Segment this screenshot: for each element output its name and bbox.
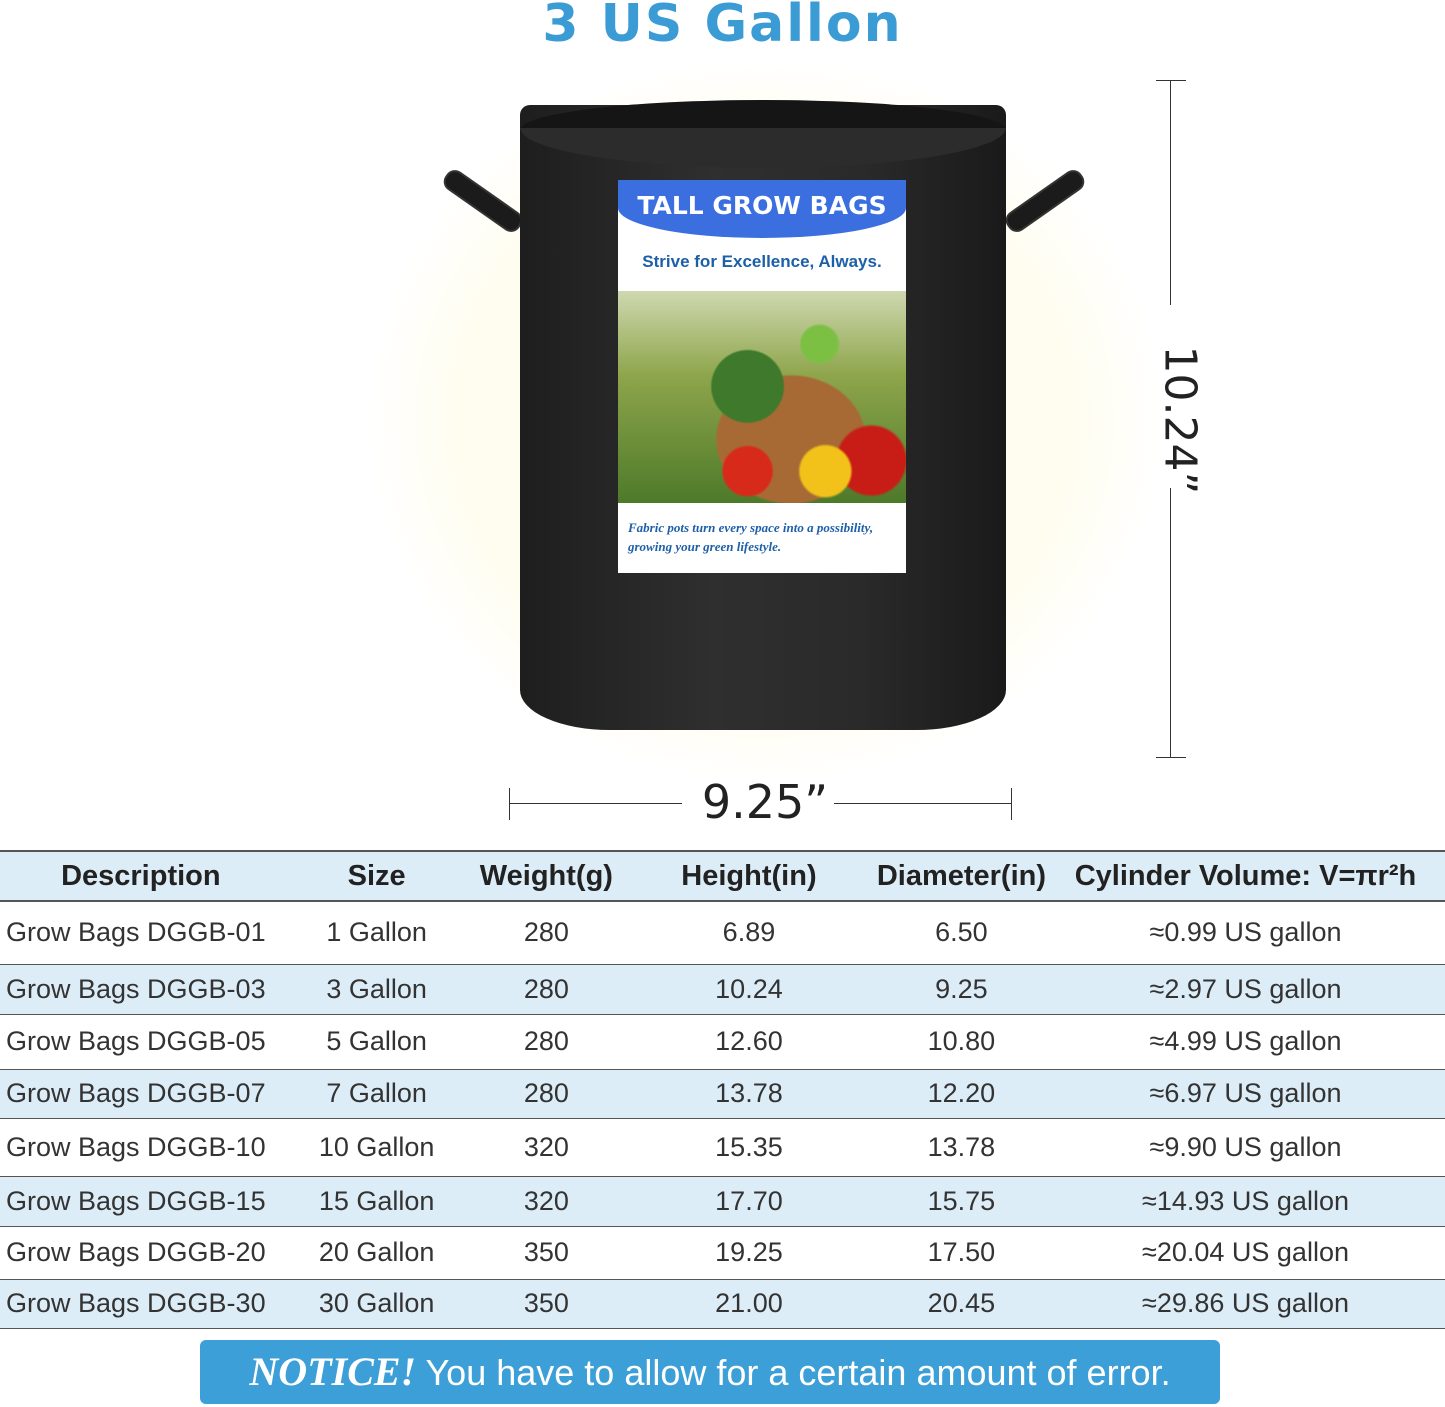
table-row: Grow Bags DGGB-03 3 Gallon 280 10.24 9.25 ≈2.… [0,964,1445,1015]
table-cell: 3 Gallon [281,964,472,1015]
table-cell: Grow Bags DGGB-07 [0,1069,282,1119]
table-cell: 13.78 [621,1069,877,1119]
table-cell: 17.70 [621,1176,877,1227]
table-cell: 1 Gallon [281,901,472,965]
table-cell: 10.24 [621,964,877,1015]
table-cell: 320 [471,1176,622,1227]
table-row: Grow Bags DGGB-05 5 Gallon 280 12.60 10.80 ≈4… [0,1014,1445,1070]
table-row: Grow Bags DGGB-01 1 Gallon 280 6.89 6.50 ≈0.9… [0,901,1445,965]
table-cell: ≈6.97 US gallon [1046,1069,1445,1119]
label-heading: TALL GROW BAGS [618,180,906,238]
table-cell: ≈2.97 US gallon [1046,964,1445,1015]
table-cell: 21.00 [621,1279,877,1329]
table-cell: 15.75 [876,1176,1047,1227]
table-cell: Grow Bags DGGB-03 [0,964,282,1015]
column-header: Size [281,850,472,902]
table-cell: 350 [471,1226,622,1280]
table-cell: 30 Gallon [281,1279,472,1329]
table-cell: 7 Gallon [281,1069,472,1119]
table-cell: Grow Bags DGGB-20 [0,1226,282,1280]
table-cell: ≈9.90 US gallon [1046,1118,1445,1177]
table-cell: Grow Bags DGGB-01 [0,901,282,965]
column-header: Description [0,850,282,902]
diameter-line-left [509,803,682,804]
table-cell: 10.80 [876,1014,1047,1070]
label-slogan: Strive for Excellence, Always. [642,252,882,271]
bag-label: TALL GROW BAGS Strive for Excellence, Al… [618,180,906,573]
column-header: Height(in) [621,850,877,902]
table-cell: 15.35 [621,1118,877,1177]
table-cell: 320 [471,1118,622,1177]
table-row: Grow Bags DGGB-30 30 Gallon 350 21.00 20.45 ≈… [0,1279,1445,1329]
table-cell: Grow Bags DGGB-05 [0,1014,282,1070]
height-line-bottom [1170,488,1171,758]
notice-text: You have to allow for a certain amount o… [416,1352,1171,1393]
table-cell: Grow Bags DGGB-30 [0,1279,282,1329]
table-cell: 12.20 [876,1069,1047,1119]
table-cell: Grow Bags DGGB-15 [0,1176,282,1227]
table-cell: ≈29.86 US gallon [1046,1279,1445,1329]
table-row: Grow Bags DGGB-15 15 Gallon 320 17.70 15.75 ≈… [0,1176,1445,1227]
column-header: Diameter(in) [876,850,1047,902]
table-row: Grow Bags DGGB-20 20 Gallon 350 19.25 17.50 ≈… [0,1226,1445,1280]
height-line-top [1170,80,1171,305]
diameter-label: 9.25” [701,775,829,829]
diameter-line-right [834,803,1012,804]
table-cell: 19.25 [621,1226,877,1280]
table-cell: 10 Gallon [281,1118,472,1177]
notice-banner: NOTICE! You have to allow for a certain … [200,1340,1220,1404]
table-cell: 12.60 [621,1014,877,1070]
table-cell: 15 Gallon [281,1176,472,1227]
table-row: Grow Bags DGGB-10 10 Gallon 320 15.35 13.78 ≈… [0,1118,1445,1177]
table-cell: 280 [471,901,622,965]
table-cell: 280 [471,1014,622,1070]
table-cell: 13.78 [876,1118,1047,1177]
table-cell: ≈0.99 US gallon [1046,901,1445,965]
size-table: Description Size Weight(g) Height(in) Diamet… [0,850,1445,1329]
label-footer: Fabric pots turn every space into a poss… [628,520,874,554]
notice-prefix: NOTICE! [249,1349,417,1394]
table-cell: 6.89 [621,901,877,965]
column-header: Weight(g) [471,850,622,902]
height-label: 10.24” [1154,345,1206,495]
table-cell: 280 [471,964,622,1015]
height-cap-bottom [1156,757,1186,758]
diameter-cap-left [509,788,510,820]
table-cell: 6.50 [876,901,1047,965]
table-cell: ≈20.04 US gallon [1046,1226,1445,1280]
column-header: Cylinder Volume: V=πr²h [1046,850,1445,902]
table-cell: 20 Gallon [281,1226,472,1280]
vegetable-basket-image [618,291,906,503]
table-cell: 5 Gallon [281,1014,472,1070]
diameter-cap-right [1011,788,1012,820]
table-cell: 20.45 [876,1279,1047,1329]
table-cell: 9.25 [876,964,1047,1015]
table-cell: ≈14.93 US gallon [1046,1176,1445,1227]
table-cell: 280 [471,1069,622,1119]
table-cell: Grow Bags DGGB-10 [0,1118,282,1177]
table-cell: 17.50 [876,1226,1047,1280]
table-row: Grow Bags DGGB-07 7 Gallon 280 13.78 12.20 ≈6… [0,1069,1445,1119]
page-title: 3 US Gallon [542,0,903,54]
table-cell: ≈4.99 US gallon [1046,1014,1445,1070]
height-cap-top [1156,80,1186,81]
table-cell: 350 [471,1279,622,1329]
